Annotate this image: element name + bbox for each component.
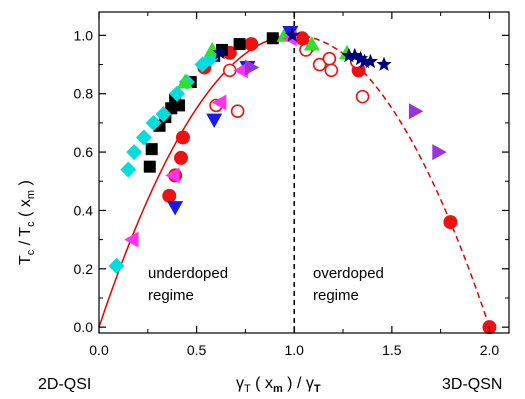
data-point-triangle-up-filled	[303, 36, 320, 51]
data-point-triangle-left-filled	[233, 62, 248, 79]
plot-frame-layer: 0.0 0.5 1.0 1.5 2.0 0.0 0.2 0.4 0.6 0.8 1.0	[74, 11, 510, 358]
data-point-diamond-filled	[126, 144, 143, 161]
y-label-sub-2: c	[25, 221, 37, 227]
data-point-circle-filled	[443, 215, 458, 230]
y-label-part-1: / T	[17, 227, 34, 250]
data-point-square-filled	[143, 160, 156, 173]
data-point-triangle-right-filled	[432, 144, 447, 161]
x-label-sub-1: T	[244, 383, 251, 395]
data-point-star-filled	[212, 44, 228, 60]
x-tick-label: 2.0	[480, 342, 500, 358]
x-label-gamma-2: γ	[306, 375, 314, 392]
plot-frame	[98, 11, 510, 334]
x-label-sub-2: m	[273, 383, 283, 395]
x-tick-label: 0.5	[187, 342, 207, 358]
data-point-circle-open	[355, 89, 370, 104]
annotation-overdoped: overdoped	[313, 265, 384, 282]
data-point-triangle-down-filled	[206, 113, 223, 128]
y-label-sub-1: c	[25, 249, 37, 255]
y-tick-label: 0.6	[74, 144, 94, 160]
data-point-circle-filled	[162, 188, 177, 203]
y-axis-label: Tc / Tc ( xm )	[17, 180, 37, 265]
data-point-star-filled	[362, 53, 378, 69]
data-points-layer	[108, 26, 497, 335]
data-point-square-filled	[173, 99, 186, 112]
data-point-star-filled	[347, 47, 363, 63]
data-point-diamond-filled	[108, 257, 125, 274]
data-point-square-filled	[233, 38, 246, 51]
data-point-triangle-left-filled	[212, 94, 227, 111]
x-label-part-1: ( x	[251, 375, 273, 392]
data-point-triangle-right-filled	[408, 103, 424, 120]
data-point-triangle-right-filled	[244, 59, 260, 76]
data-point-diamond-filled	[120, 161, 137, 178]
data-point-circle-filled	[175, 130, 190, 145]
data-point-star-filled	[356, 53, 373, 69]
data-point-diamond-filled	[169, 85, 186, 102]
data-point-star-filled	[284, 27, 300, 42]
y-tick-label: 1.0	[74, 27, 94, 43]
annotation-overdoped-regime: regime	[313, 287, 359, 304]
y-tick-label: 0.0	[74, 319, 94, 335]
y-label-t-1: T	[17, 255, 34, 265]
y-tick-label: 0.8	[74, 86, 94, 102]
data-point-circle-filled	[244, 37, 259, 52]
data-point-star-filled	[341, 47, 357, 63]
corner-label-2d-qsi: 2D-QSI	[38, 376, 91, 393]
x-label-sub-3: T	[314, 383, 321, 395]
data-point-circle-open	[312, 57, 327, 72]
x-axis-label: γT ( xm ) / γT	[236, 375, 321, 395]
x-tick-label: 0.0	[89, 342, 109, 358]
y-label-part-2: ( x	[17, 199, 34, 221]
x-label-part-2: ) /	[283, 375, 306, 392]
data-point-star-filled	[353, 50, 369, 66]
data-point-circle-open	[324, 63, 339, 78]
data-point-square-filled	[145, 143, 158, 156]
annotation-underdoped-regime: regime	[148, 287, 194, 304]
data-point-square-filled	[153, 119, 166, 132]
data-point-triangle-left-filled	[124, 231, 139, 248]
fit-curve-overdoped	[294, 34, 491, 328]
data-point-circle-open	[230, 104, 245, 119]
x-tick-label: 1.0	[285, 342, 305, 358]
data-point-triangle-up-filled	[176, 74, 193, 89]
y-tick-label: 0.2	[74, 261, 94, 277]
x-label-gamma-1: γ	[236, 375, 244, 392]
data-point-triangle-down-filled	[167, 201, 184, 216]
data-point-triangle-left-filled	[165, 167, 180, 184]
annotation-underdoped: underdoped	[148, 265, 228, 282]
data-point-star-filled	[376, 56, 392, 71]
y-label-sub-3: m	[25, 190, 37, 199]
data-point-diamond-filled	[135, 129, 152, 146]
x-tick-label: 1.5	[382, 342, 402, 358]
data-point-diamond-filled	[194, 56, 211, 73]
data-point-square-filled	[266, 32, 279, 45]
data-point-diamond-filled	[155, 106, 172, 123]
corner-label-3d-qsn: 3D-QSN	[442, 376, 502, 393]
y-label-part-3: )	[17, 180, 34, 190]
y-tick-label: 0.4	[74, 202, 94, 218]
data-point-circle-filled	[174, 150, 188, 165]
data-point-diamond-filled	[145, 114, 162, 131]
data-point-circle-open	[322, 51, 337, 66]
